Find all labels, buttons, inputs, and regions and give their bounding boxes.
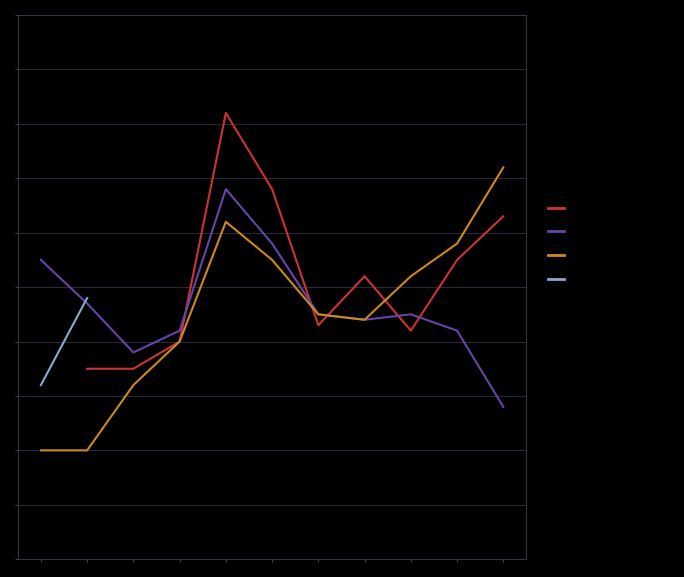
Legend: , , , : , , , (544, 197, 579, 290)
